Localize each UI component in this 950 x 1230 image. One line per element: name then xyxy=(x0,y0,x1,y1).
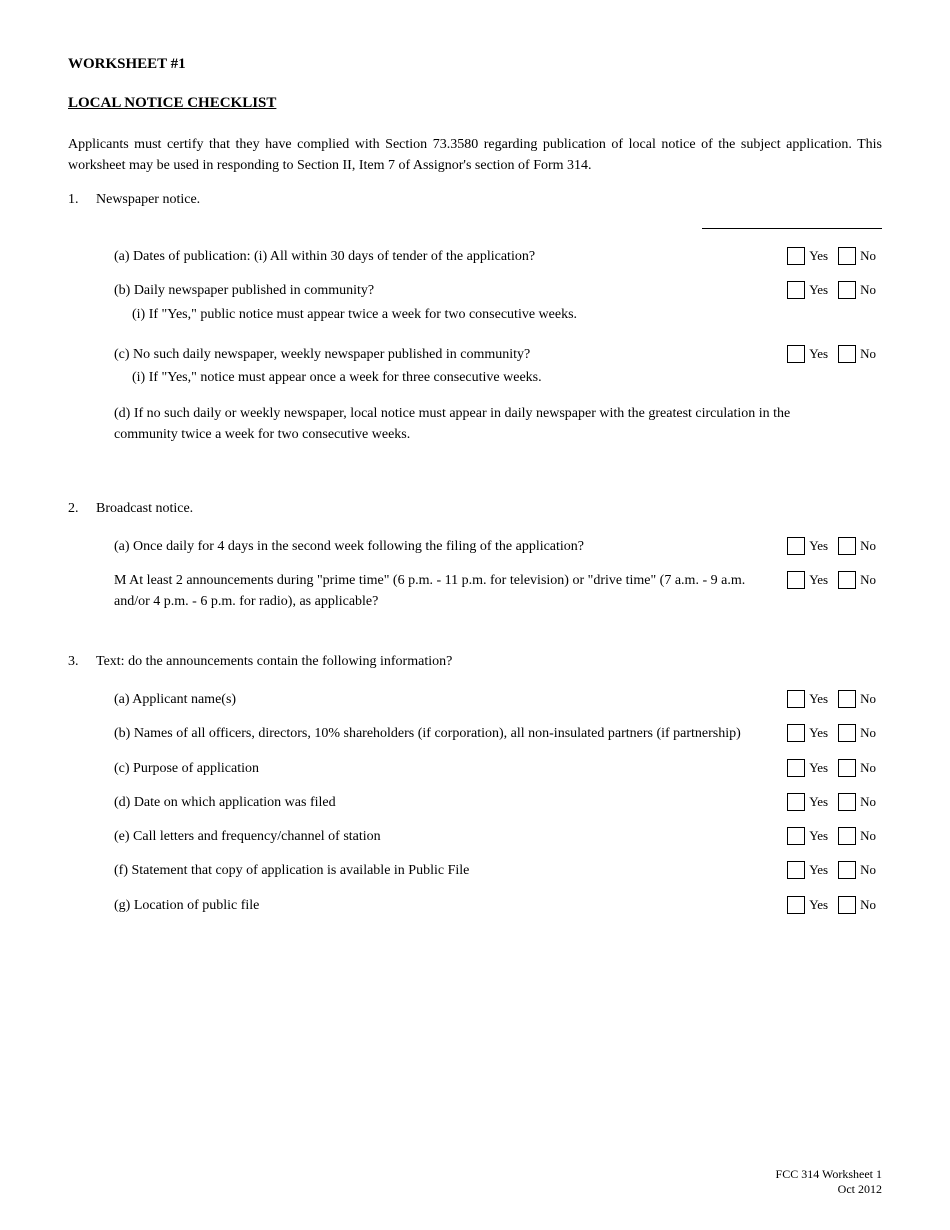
item-3a-text: (a) Applicant name(s) xyxy=(96,690,787,710)
item-1c: (c) No such daily newspaper, weekly news… xyxy=(96,345,882,389)
checkbox-3c-yes[interactable] xyxy=(787,759,805,777)
section-1: 1. Newspaper notice. (a) Dates of public… xyxy=(68,192,882,459)
label-yes: Yes xyxy=(809,282,828,298)
section-2: 2. Broadcast notice. (a) Once daily for … xyxy=(68,501,882,626)
checkbox-3a-no[interactable] xyxy=(838,690,856,708)
checkbox-1a-yes[interactable] xyxy=(787,247,805,265)
item-3g-text: (g) Location of public file xyxy=(96,896,787,916)
checkbox-3e-no[interactable] xyxy=(838,827,856,845)
worksheet-number: WORKSHEET #1 xyxy=(68,56,882,73)
label-yes: Yes xyxy=(809,897,828,913)
item-2a: (a) Once daily for 4 days in the second … xyxy=(96,537,882,557)
label-no: No xyxy=(860,248,876,264)
checkbox-3g-yes[interactable] xyxy=(787,896,805,914)
checkbox-3d-yes[interactable] xyxy=(787,793,805,811)
item-1d: (d) If no such daily or weekly newspaper… xyxy=(96,404,882,445)
item-1b-sub: (i) If "Yes," public notice must appear … xyxy=(114,305,757,325)
label-no: No xyxy=(860,760,876,776)
checkbox-2a-no[interactable] xyxy=(838,537,856,555)
checkbox-1a-no[interactable] xyxy=(838,247,856,265)
checkbox-2m-no[interactable] xyxy=(838,571,856,589)
item-3d: (d) Date on which application was filed … xyxy=(96,793,882,813)
label-yes: Yes xyxy=(809,862,828,878)
checkbox-1b-no[interactable] xyxy=(838,281,856,299)
item-1b-text: (b) Daily newspaper published in communi… xyxy=(96,281,787,325)
label-no: No xyxy=(860,346,876,362)
checkbox-3a-yes[interactable] xyxy=(787,690,805,708)
section-2-number: 2. xyxy=(68,501,96,626)
label-no: No xyxy=(860,897,876,913)
intro-paragraph: Applicants must certify that they have c… xyxy=(68,134,882,176)
checkbox-3g-no[interactable] xyxy=(838,896,856,914)
checkbox-3f-yes[interactable] xyxy=(787,861,805,879)
section-3-heading: Text: do the announcements contain the f… xyxy=(96,654,882,670)
item-2m: M At least 2 announcements during "prime… xyxy=(96,571,882,612)
item-3d-text: (d) Date on which application was filed xyxy=(96,793,787,813)
label-no: No xyxy=(860,691,876,707)
page-footer: FCC 314 Worksheet 1 Oct 2012 xyxy=(776,1167,882,1198)
item-1c-sub: (i) If "Yes," notice must appear once a … xyxy=(114,368,757,388)
section-3: 3. Text: do the announcements contain th… xyxy=(68,654,882,930)
label-no: No xyxy=(860,794,876,810)
checkbox-1b-yes[interactable] xyxy=(787,281,805,299)
checkbox-3d-no[interactable] xyxy=(838,793,856,811)
footer-form-id: FCC 314 Worksheet 1 xyxy=(776,1167,882,1183)
item-2a-text: (a) Once daily for 4 days in the second … xyxy=(96,537,787,557)
label-yes: Yes xyxy=(809,725,828,741)
label-no: No xyxy=(860,828,876,844)
label-yes: Yes xyxy=(809,828,828,844)
checkbox-2m-yes[interactable] xyxy=(787,571,805,589)
item-3e-text: (e) Call letters and frequency/channel o… xyxy=(96,827,787,847)
item-1c-text: (c) No such daily newspaper, weekly news… xyxy=(96,345,787,389)
item-1d-text: (d) If no such daily or weekly newspaper… xyxy=(96,404,882,445)
item-3a: (a) Applicant name(s) Yes No xyxy=(96,690,882,710)
item-1b: (b) Daily newspaper published in communi… xyxy=(96,281,882,325)
checkbox-3f-no[interactable] xyxy=(838,861,856,879)
item-3g: (g) Location of public file Yes No xyxy=(96,896,882,916)
footer-date: Oct 2012 xyxy=(776,1182,882,1198)
checkbox-3c-no[interactable] xyxy=(838,759,856,777)
item-3c-text: (c) Purpose of application xyxy=(96,759,787,779)
divider-line xyxy=(702,228,882,229)
label-no: No xyxy=(860,862,876,878)
section-1-heading: Newspaper notice. xyxy=(96,192,882,208)
item-3b: (b) Names of all officers, directors, 10… xyxy=(96,724,882,744)
checkbox-3b-yes[interactable] xyxy=(787,724,805,742)
section-2-heading: Broadcast notice. xyxy=(96,501,882,517)
item-3f-text: (f) Statement that copy of application i… xyxy=(96,861,787,881)
item-3c: (c) Purpose of application Yes No xyxy=(96,759,882,779)
label-yes: Yes xyxy=(809,691,828,707)
page-title: LOCAL NOTICE CHECKLIST xyxy=(68,95,882,112)
item-3f: (f) Statement that copy of application i… xyxy=(96,861,882,881)
section-3-number: 3. xyxy=(68,654,96,930)
item-3e: (e) Call letters and frequency/channel o… xyxy=(96,827,882,847)
label-yes: Yes xyxy=(809,248,828,264)
label-no: No xyxy=(860,282,876,298)
checkbox-2a-yes[interactable] xyxy=(787,537,805,555)
label-no: No xyxy=(860,725,876,741)
label-yes: Yes xyxy=(809,572,828,588)
section-1-number: 1. xyxy=(68,192,96,459)
checkbox-1c-yes[interactable] xyxy=(787,345,805,363)
label-no: No xyxy=(860,538,876,554)
checkbox-3e-yes[interactable] xyxy=(787,827,805,845)
label-yes: Yes xyxy=(809,538,828,554)
checkbox-1c-no[interactable] xyxy=(838,345,856,363)
label-yes: Yes xyxy=(809,346,828,362)
item-1a-text: (a) Dates of publication: (i) All within… xyxy=(96,247,787,267)
label-no: No xyxy=(860,572,876,588)
checkbox-3b-no[interactable] xyxy=(838,724,856,742)
label-yes: Yes xyxy=(809,760,828,776)
label-yes: Yes xyxy=(809,794,828,810)
item-2m-text: M At least 2 announcements during "prime… xyxy=(96,571,787,612)
item-1a: (a) Dates of publication: (i) All within… xyxy=(96,247,882,267)
item-3b-text: (b) Names of all officers, directors, 10… xyxy=(96,724,787,744)
